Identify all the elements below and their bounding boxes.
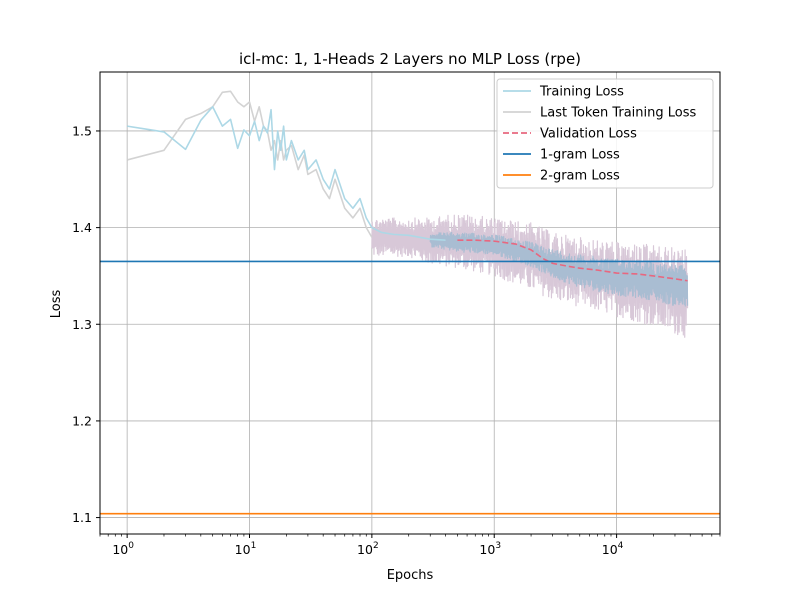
legend-label-validation-loss: Validation Loss: [540, 127, 637, 142]
x-axis-label: Epochs: [387, 568, 434, 583]
x-tick-label: 102: [357, 541, 379, 557]
y-tick-label: 1.2: [72, 413, 92, 428]
y-axis-label: Loss: [49, 290, 64, 319]
x-tick-label: 101: [235, 541, 257, 557]
noise-band-0: [371, 214, 689, 338]
legend-label-training-loss: Training Loss: [539, 85, 624, 100]
x-tick-label: 103: [479, 541, 501, 557]
training-loss-line: [127, 105, 446, 241]
noise-band-1: [429, 231, 689, 307]
x-tick-label: 100: [112, 541, 134, 557]
legend-box: [496, 78, 714, 189]
last-token-training-loss-line: [126, 90, 373, 238]
legend-label-2-gram-loss: 2-gram Loss: [540, 169, 620, 184]
y-tick-label: 1.5: [72, 123, 92, 138]
y-tick-label: 1.1: [72, 510, 92, 525]
legend-label-1-gram-loss: 1-gram Loss: [540, 148, 620, 163]
chart-title: icl-mc: 1, 1-Heads 2 Layers no MLP Loss …: [239, 50, 581, 68]
y-tick-label: 1.4: [72, 220, 92, 235]
y-tick-label: 1.3: [72, 317, 92, 332]
axes-frame: [99, 71, 721, 535]
legend-label-last-token-training-loss: Last Token Training Loss: [540, 106, 697, 121]
x-tick-label: 104: [602, 541, 624, 557]
